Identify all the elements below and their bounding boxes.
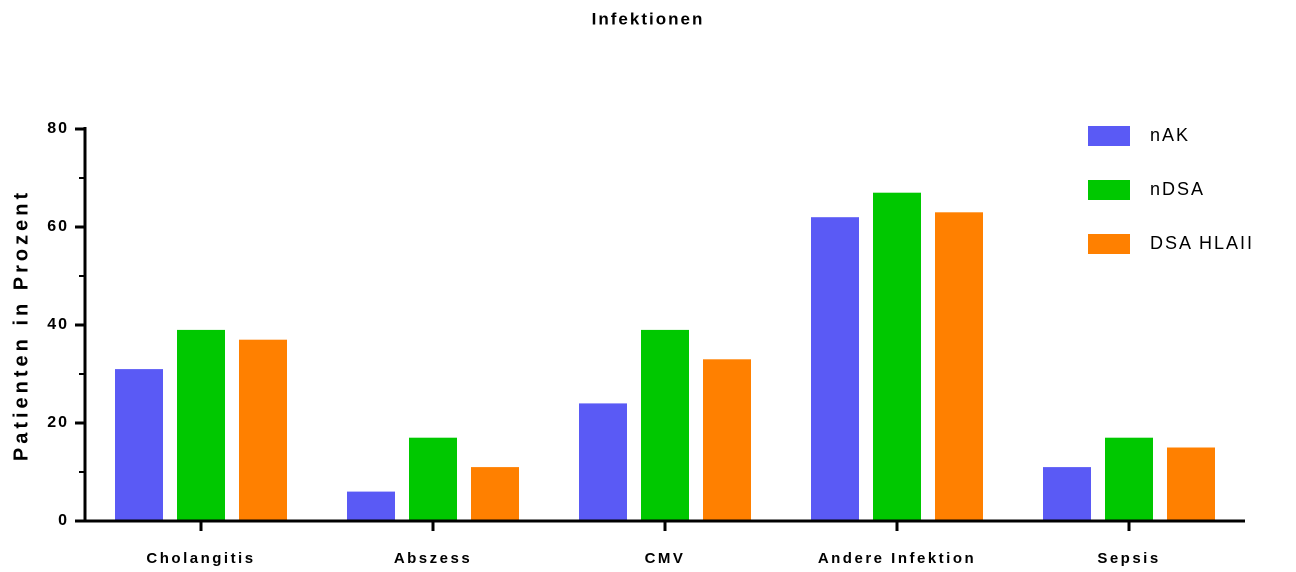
- y-tick-label: 60: [47, 218, 69, 235]
- y-tick-label: 80: [47, 120, 69, 137]
- legend-label: nDSA: [1150, 179, 1205, 199]
- bar: [115, 369, 163, 521]
- x-tick-label: Cholangitis: [146, 550, 255, 567]
- bar: [1043, 467, 1091, 521]
- bar: [1105, 437, 1153, 521]
- legend-label: DSA HLAII: [1150, 233, 1254, 253]
- x-tick-label: Abszess: [394, 550, 472, 567]
- legend-swatch: [1088, 126, 1130, 146]
- bar: [873, 192, 921, 521]
- bar: [239, 339, 287, 521]
- chart-title: Infektionen: [592, 9, 705, 28]
- bar: [409, 437, 457, 521]
- legend-label: nAK: [1150, 125, 1190, 145]
- legend-swatch: [1088, 180, 1130, 200]
- x-tick-label: Sepsis: [1097, 550, 1160, 567]
- bar: [703, 359, 751, 521]
- y-tick-label: 40: [47, 316, 69, 333]
- bar: [177, 329, 225, 521]
- bar: [1167, 447, 1215, 521]
- bar: [935, 212, 983, 522]
- y-tick-label: 0: [58, 512, 69, 529]
- y-axis-label: Patienten in Prozent: [10, 189, 32, 461]
- bar: [579, 403, 627, 521]
- x-tick-label: Andere Infektion: [818, 550, 976, 567]
- bar: [811, 217, 859, 521]
- x-tick-label: CMV: [645, 550, 686, 567]
- y-tick-label: 20: [47, 414, 69, 431]
- legend-swatch: [1088, 234, 1130, 254]
- bar: [641, 329, 689, 521]
- bar: [347, 491, 395, 521]
- bar: [471, 467, 519, 521]
